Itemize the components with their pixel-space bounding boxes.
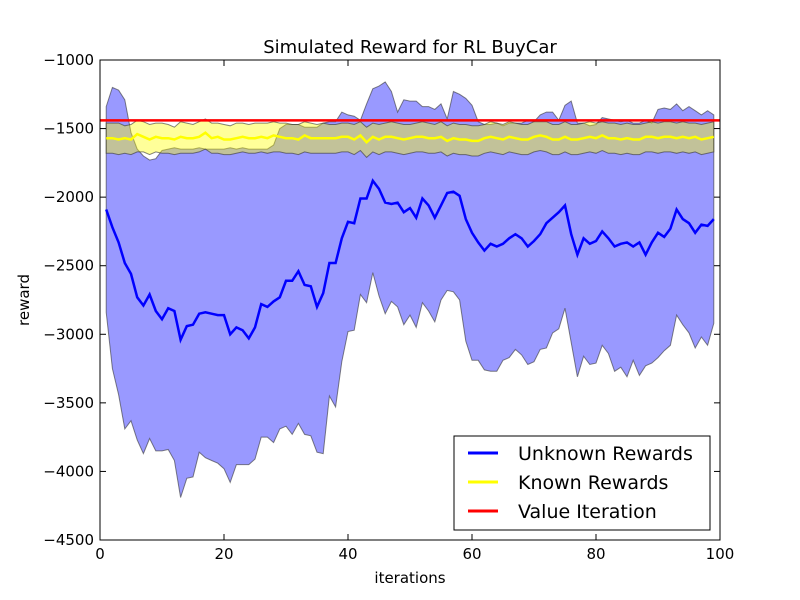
- y-axis-title: reward: [15, 274, 33, 326]
- known-rewards-line: [106, 131, 715, 145]
- legend: Unknown Rewards Known Rewards Value Iter…: [453, 435, 711, 531]
- y-tick-label: −2500: [43, 257, 94, 275]
- y-tick-label: −3000: [43, 325, 94, 343]
- x-tick-label: 40: [338, 545, 357, 563]
- legend-label-value-iteration: Value Iteration: [518, 501, 657, 523]
- x-tick-label: 60: [462, 545, 481, 563]
- ticks-layer: 0 20 40 60 80 100 −1000 −1500 −2000 −2500 −3000 −35…: [43, 51, 734, 563]
- x-tick-label: 100: [706, 545, 735, 563]
- legend-label-unknown: Unknown Rewards: [518, 443, 693, 465]
- y-tick-label: −3500: [43, 394, 94, 412]
- x-tick-label: 80: [586, 545, 605, 563]
- y-tick-label: −1500: [43, 120, 94, 138]
- unknown-rewards-line: [105, 178, 715, 344]
- x-tick-label: 20: [214, 545, 233, 563]
- x-axis-title: iterations: [374, 569, 445, 587]
- y-tick-label: −4500: [43, 531, 94, 549]
- legend-label-known: Known Rewards: [518, 472, 668, 494]
- y-tick-label: −2000: [43, 188, 94, 206]
- x-tick-label: 0: [95, 545, 105, 563]
- lines-layer: [100, 119, 720, 344]
- chart-title: Simulated Reward for RL BuyCar: [263, 37, 557, 58]
- plot-frame: [99, 59, 721, 541]
- bands-layer: [105, 81, 715, 498]
- y-tick-label: −4000: [43, 462, 94, 480]
- y-tick-label: −1000: [43, 51, 94, 69]
- unknown-rewards-band: [105, 81, 715, 498]
